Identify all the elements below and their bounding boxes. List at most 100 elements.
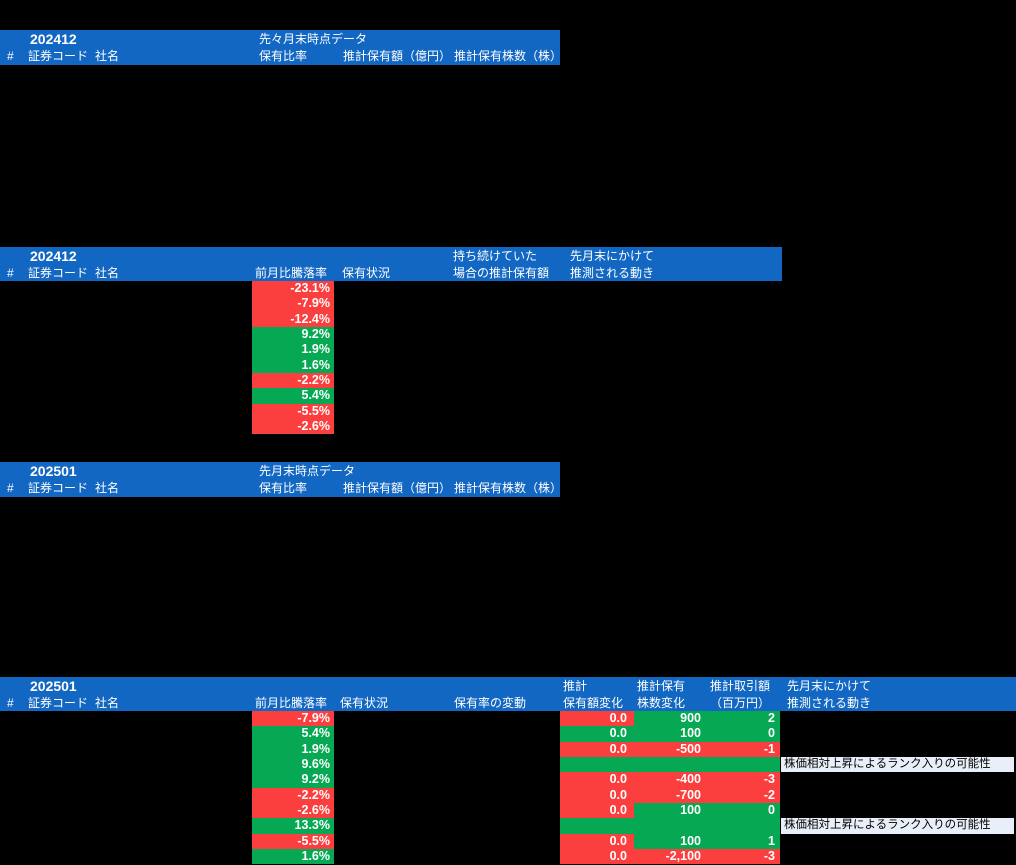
section4-col-move-line1: 先月末にかけて <box>787 679 872 693</box>
section2-col-code: 証券コード <box>28 266 89 280</box>
amount-change-cell[interactable]: 0.0 <box>560 833 634 850</box>
trade-amount-cell[interactable]: -3 <box>707 849 780 865</box>
amount-change-cell[interactable]: 0.0 <box>560 741 634 758</box>
change-rate-cell[interactable]: 1.6% <box>252 357 334 374</box>
section4-col-trade-line2: （百万円） <box>710 696 771 710</box>
change-rate-cell[interactable]: -2.2% <box>252 373 334 389</box>
section1-col-num: # <box>7 49 14 63</box>
share-change-cell[interactable]: -700 <box>634 787 707 804</box>
trade-amount-cell[interactable] <box>707 818 780 834</box>
section4-col-status: 保有状況 <box>340 696 389 710</box>
section4-col-change: 前月比騰落率 <box>255 696 328 710</box>
section4-change-rate-column: -7.9% 5.4% 1.9% 9.6% 9.2% -2.2% -2.6% 13… <box>252 711 334 865</box>
section1-header-band: 202412 先々月末時点データ # 証券コード 社名 保有比率 推計保有額（億… <box>0 30 562 65</box>
share-change-cell[interactable] <box>634 818 707 834</box>
amount-change-cell[interactable]: 0.0 <box>560 726 634 742</box>
section4-period-label: 202501 <box>30 678 77 694</box>
section4-note-column: 株価相対上昇によるランク入りの可能性 株価相対上昇によるランク入りの可能性 <box>781 711 1014 864</box>
section3-col-name: 社名 <box>95 481 120 495</box>
change-rate-cell[interactable]: -23.1% <box>252 281 334 297</box>
section2-header-band: 202412 持ち続けていた 先月末にかけて # 証券コード 社名 前月比騰落率… <box>0 247 782 281</box>
change-rate-cell[interactable]: 9.6% <box>252 757 334 773</box>
share-change-cell[interactable]: -500 <box>634 741 707 758</box>
section1-col-code: 証券コード <box>28 49 89 63</box>
section2-col-hold-line2: 場合の推計保有額 <box>453 266 550 280</box>
section4-col-code: 証券コード <box>28 696 89 710</box>
change-rate-cell[interactable]: 1.6% <box>252 849 334 865</box>
share-change-cell[interactable]: -400 <box>634 772 707 788</box>
movement-note-cell[interactable]: 株価相対上昇によるランク入りの可能性 <box>781 818 1014 834</box>
trade-amount-cell[interactable]: 2 <box>707 711 780 727</box>
section1-data-label: 先々月末時点データ <box>259 32 368 46</box>
change-rate-cell[interactable]: -5.5% <box>252 833 334 850</box>
section2-col-move-line1: 先月末にかけて <box>570 249 655 263</box>
section4-col-move-line2: 推測される動き <box>787 696 872 710</box>
amount-change-cell[interactable]: 0.0 <box>560 772 634 788</box>
share-change-cell[interactable]: 900 <box>634 711 707 727</box>
section3-col-ratio: 保有比率 <box>259 481 308 495</box>
share-change-cell[interactable]: 100 <box>634 833 707 850</box>
section2-col-move-line2: 推測される動き <box>570 266 655 280</box>
section4-trade-amount-column: 2 0 -1 -3 -2 0 1 -3 <box>707 711 780 865</box>
section2-period-label: 202412 <box>30 248 77 264</box>
section1-col-ratio: 保有比率 <box>259 49 308 63</box>
change-rate-cell[interactable]: -5.5% <box>252 403 334 420</box>
share-change-cell[interactable]: 100 <box>634 726 707 742</box>
change-rate-cell[interactable]: -2.2% <box>252 787 334 804</box>
change-rate-cell[interactable]: 1.9% <box>252 342 334 358</box>
section4-col-name: 社名 <box>95 696 120 710</box>
change-rate-cell[interactable]: -7.9% <box>252 296 334 312</box>
trade-amount-cell[interactable] <box>707 757 780 773</box>
section4-col-varchange: 保有率の変動 <box>454 696 527 710</box>
section4-share-change-column: 900 100 -500 -400 -700 100 100 -2,100 <box>634 711 707 865</box>
section4-amount-change-column: 0.0 0.0 0.0 0.0 0.0 0.0 0.0 0.0 <box>560 711 634 865</box>
section1-col-name: 社名 <box>95 49 120 63</box>
section2-col-status: 保有状況 <box>342 266 391 280</box>
change-rate-cell[interactable]: -7.9% <box>252 711 334 727</box>
section3-header-band: 202501 先月末時点データ # 証券コード 社名 保有比率 推計保有額（億円… <box>0 462 563 497</box>
section3-period-label: 202501 <box>30 463 77 479</box>
amount-change-cell[interactable]: 0.0 <box>560 711 634 727</box>
section3-col-code: 証券コード <box>28 481 89 495</box>
section3-col-amount: 推計保有額（億円） <box>343 481 452 495</box>
section1-col-amount: 推計保有額（億円） <box>343 49 452 63</box>
change-rate-cell[interactable]: -2.6% <box>252 419 334 435</box>
amount-change-cell[interactable]: 0.0 <box>560 849 634 865</box>
section4-header-band: 202501 推計 推計保有 推計取引額 先月末にかけて # 証券コード 社名 … <box>0 677 1016 711</box>
section3-col-num: # <box>7 481 14 495</box>
trade-amount-cell[interactable]: -2 <box>707 787 780 804</box>
section4-col-amt-line2: 保有額変化 <box>563 696 624 710</box>
trade-amount-cell[interactable]: 0 <box>707 803 780 819</box>
amount-change-cell[interactable] <box>560 757 634 773</box>
change-rate-cell[interactable]: 5.4% <box>252 726 334 742</box>
section4-col-trade-line1: 推計取引額 <box>710 679 771 693</box>
section4-col-amt-line1: 推計 <box>563 679 588 693</box>
section2-col-change: 前月比騰落率 <box>255 266 328 280</box>
section2-col-name: 社名 <box>95 266 120 280</box>
share-change-cell[interactable]: -2,100 <box>634 849 707 865</box>
section4-col-shares-line1: 推計保有 <box>637 679 686 693</box>
section3-col-shares: 推計保有株数（株） <box>454 481 563 495</box>
change-rate-cell[interactable]: -12.4% <box>252 311 334 328</box>
change-rate-cell[interactable]: 9.2% <box>252 327 334 343</box>
section2-col-hold-line1: 持ち続けていた <box>453 249 538 263</box>
share-change-cell[interactable]: 100 <box>634 803 707 819</box>
amount-change-cell[interactable]: 0.0 <box>560 787 634 804</box>
amount-change-cell[interactable]: 0.0 <box>560 803 634 819</box>
share-change-cell[interactable] <box>634 757 707 773</box>
trade-amount-cell[interactable]: 1 <box>707 833 780 850</box>
change-rate-cell[interactable]: 1.9% <box>252 741 334 758</box>
section4-col-num: # <box>7 696 14 710</box>
amount-change-cell[interactable] <box>560 818 634 834</box>
movement-note-cell[interactable]: 株価相対上昇によるランク入りの可能性 <box>781 757 1014 773</box>
trade-amount-cell[interactable]: 0 <box>707 726 780 742</box>
change-rate-cell[interactable]: 5.4% <box>252 388 334 404</box>
trade-amount-cell[interactable]: -1 <box>707 741 780 758</box>
change-rate-cell[interactable]: 13.3% <box>252 818 334 834</box>
change-rate-cell[interactable]: -2.6% <box>252 803 334 819</box>
trade-amount-cell[interactable]: -3 <box>707 772 780 788</box>
section1-period-label: 202412 <box>30 31 77 47</box>
section4-col-shares-line2: 株数変化 <box>637 696 686 710</box>
change-rate-cell[interactable]: 9.2% <box>252 772 334 788</box>
